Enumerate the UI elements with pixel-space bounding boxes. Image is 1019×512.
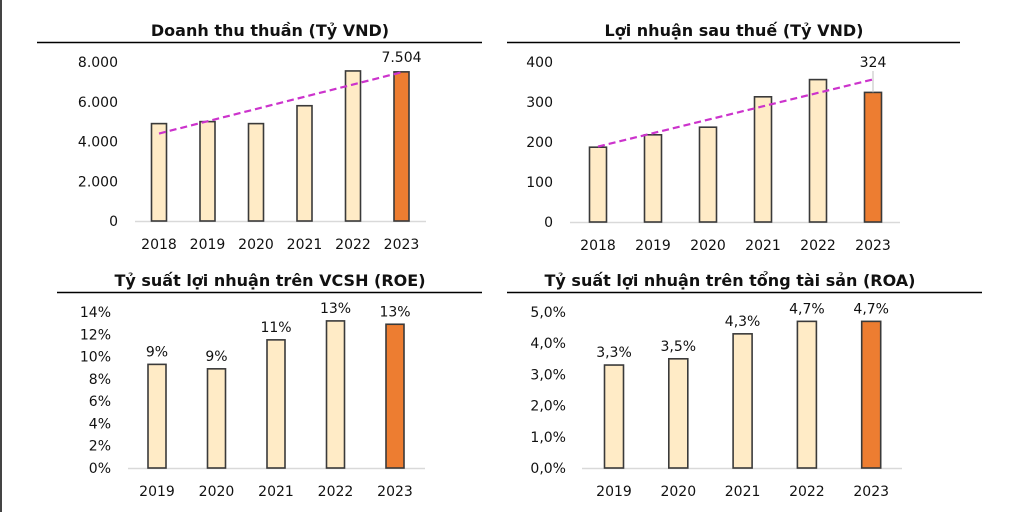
roa-bar-2019	[603, 364, 625, 469]
roe-data-label: 9%	[205, 349, 227, 365]
roa-ytick-label: 4,0%	[530, 336, 566, 352]
roa-data-label: 4,7%	[789, 301, 825, 317]
revenue-xtick-label: 2018	[141, 237, 177, 253]
revenue-ytick-label: 8.000	[78, 55, 118, 71]
roe-chart: Tỷ suất lợi nhuận trên VCSH (ROE) 0% 2% 4%…	[57, 271, 482, 500]
roa-bar-2022	[796, 320, 818, 469]
revenue-bar-2020	[247, 122, 265, 222]
roe-ytick-label: 8%	[89, 372, 111, 388]
roe-ytick-label: 6%	[89, 394, 111, 410]
revenue-xtick-label: 2023	[384, 237, 420, 253]
roe-xtick-label: 2023	[377, 484, 413, 500]
roa-xtick-label: 2023	[853, 484, 889, 500]
roe-ytick-label: 10%	[80, 350, 111, 366]
net-profit-ytick-label: 300	[526, 95, 553, 111]
roa-xtick-label: 2020	[660, 484, 696, 500]
roe-ytick-label: 14%	[80, 305, 111, 321]
revenue-data-label: 7.504	[381, 50, 421, 66]
roa-chart: Tỷ suất lợi nhuận trên tổng tài sản (ROA…	[507, 271, 982, 500]
roe-bar-2023	[385, 323, 405, 469]
roa-xtick-label: 2022	[789, 484, 825, 500]
net-profit-ytick-label: 400	[526, 55, 553, 71]
net-profit-bar-2021	[753, 96, 773, 223]
roe-ytick-label: 0%	[89, 461, 111, 477]
roe-bar-2019	[147, 363, 167, 469]
roe-ytick-label: 4%	[89, 416, 111, 432]
revenue-chart-title: Doanh thu thuần (Tỷ VND)	[151, 21, 389, 40]
revenue-xtick-label: 2019	[190, 237, 226, 253]
net-profit-ytick-label: 200	[526, 135, 553, 151]
revenue-bar-2018	[150, 122, 168, 222]
net-profit-bar-2019	[643, 134, 663, 223]
roa-ytick-label: 3,0%	[530, 367, 566, 383]
roe-data-label: 13%	[320, 301, 351, 317]
roe-bar-2021	[266, 339, 286, 469]
net-profit-bar-2018	[588, 146, 608, 223]
roa-ytick-label: 5,0%	[530, 305, 566, 321]
revenue-xtick-label: 2020	[238, 237, 274, 253]
revenue-xtick-label: 2021	[287, 237, 323, 253]
revenue-xtick-label: 2022	[335, 237, 371, 253]
revenue-ytick-label: 0	[109, 214, 118, 230]
roe-xtick-label: 2019	[139, 484, 175, 500]
roa-data-label: 4,3%	[725, 314, 761, 330]
revenue-bar-2022	[344, 70, 362, 222]
roa-data-label: 4,7%	[853, 301, 889, 317]
net-profit-chart-title: Lợi nhuận sau thuế (Tỷ VND)	[605, 21, 864, 40]
net-profit-bar-2023	[863, 91, 883, 223]
net-profit-xtick-label: 2018	[580, 238, 616, 254]
roa-bar-2023	[860, 320, 882, 469]
net-profit-ytick-label: 0	[544, 215, 553, 231]
roa-ytick-label: 0,0%	[530, 461, 566, 477]
revenue-bar-2023	[393, 71, 410, 222]
roe-chart-title: Tỷ suất lợi nhuận trên VCSH (ROE)	[114, 271, 425, 290]
net-profit-xtick-label: 2023	[855, 238, 891, 254]
net-profit-ytick-label: 100	[526, 175, 553, 191]
roa-data-label: 3,5%	[661, 339, 697, 355]
roa-data-label: 3,3%	[596, 345, 632, 361]
roe-data-label: 11%	[260, 320, 291, 336]
roe-ytick-label: 2%	[89, 439, 111, 455]
revenue-trend-line	[158, 71, 402, 135]
net-profit-chart: Lợi nhuận sau thuế (Tỷ VND) 0 100 200 300 40…	[507, 21, 960, 254]
revenue-ytick-label: 4.000	[78, 135, 118, 151]
net-profit-data-label: 324	[860, 55, 887, 71]
page-left-border	[0, 0, 2, 512]
roe-ytick-label: 12%	[80, 327, 111, 343]
roe-bar-2020	[206, 368, 227, 469]
roa-chart-title: Tỷ suất lợi nhuận trên tổng tài sản (ROA…	[545, 271, 916, 290]
revenue-chart: Doanh thu thuần (Tỷ VND) 0 2.000 4.000 6.00…	[37, 21, 482, 253]
net-profit-bar-2020	[698, 126, 718, 223]
net-profit-xtick-label: 2022	[800, 238, 836, 254]
roe-xtick-label: 2022	[318, 484, 354, 500]
roe-data-label: 9%	[146, 344, 168, 360]
revenue-ytick-label: 6.000	[78, 95, 118, 111]
net-profit-bar-2022	[808, 78, 828, 223]
roa-bar-2021	[732, 333, 753, 469]
revenue-bar-2019	[199, 120, 216, 222]
roa-xtick-label: 2019	[596, 484, 632, 500]
net-profit-xtick-label: 2020	[690, 238, 726, 254]
roe-xtick-label: 2021	[258, 484, 294, 500]
net-profit-trend-line	[597, 78, 874, 148]
revenue-bar-2021	[296, 104, 313, 222]
roa-bar-2020	[667, 357, 689, 469]
roa-xtick-label: 2021	[725, 484, 761, 500]
net-profit-xtick-label: 2021	[745, 238, 781, 254]
revenue-ytick-label: 2.000	[78, 174, 118, 190]
roa-ytick-label: 2,0%	[530, 399, 566, 415]
net-profit-xtick-label: 2019	[635, 238, 671, 254]
roe-bar-2022	[325, 320, 346, 469]
roe-data-label: 13%	[379, 304, 410, 320]
roe-xtick-label: 2020	[199, 484, 235, 500]
roa-ytick-label: 1,0%	[530, 430, 566, 446]
